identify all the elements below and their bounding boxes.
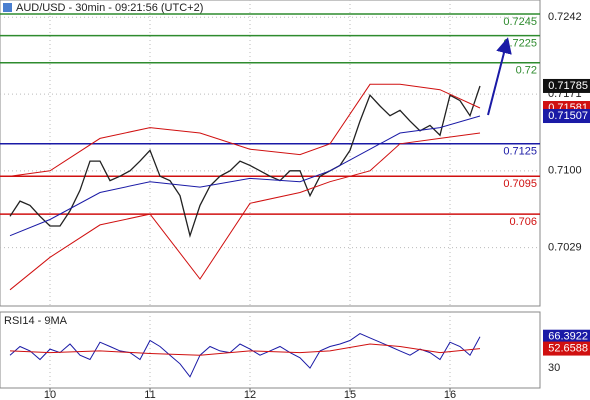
level-label: 0.706 (509, 216, 537, 228)
forecast-arrow (487, 37, 512, 116)
level-label: 0.7125 (503, 146, 537, 158)
value-tag-label: 66.3922 (548, 331, 588, 343)
rsi-title: RSI14 - 9MA (4, 315, 68, 327)
series-line (9, 115, 481, 237)
value-tag-label: 0.71507 (548, 110, 588, 122)
level-label: 0.72 (516, 65, 537, 77)
series-line (9, 333, 481, 378)
x-tick-label: 12 (244, 389, 256, 400)
series-group (9, 83, 481, 291)
value-tag (543, 78, 590, 93)
series-line (9, 83, 481, 177)
value-tag-label: 52.6588 (548, 342, 588, 354)
level-label: 0.7225 (503, 38, 537, 50)
value-tag (543, 109, 590, 124)
chart-icon (3, 3, 12, 12)
level-label: 0.7095 (503, 178, 537, 190)
series-line (9, 85, 481, 239)
value-tag (543, 329, 590, 344)
x-tick-label: 11 (144, 389, 155, 400)
series-line (9, 343, 481, 356)
level-label: 0.7245 (503, 16, 537, 28)
value-tag-label: 0.71785 (548, 80, 588, 92)
y-tick-label: 0.7029 (548, 242, 582, 254)
x-tick-label: 15 (344, 389, 356, 400)
x-tick-label: 16 (444, 389, 456, 400)
y-tick-label: 30 (548, 362, 560, 374)
value-tag (543, 341, 590, 356)
price-panel (0, 0, 541, 307)
y-tick-label: 0.7100 (548, 165, 582, 177)
series-group (9, 333, 481, 378)
series-line (9, 132, 481, 291)
x-tick-label: 10 (44, 389, 56, 400)
chart-title: AUD/USD - 30min - 09:21:56 (UTC+2) (16, 2, 203, 14)
y-tick-label: 0.7242 (548, 11, 582, 23)
rsi-panel (0, 311, 541, 389)
